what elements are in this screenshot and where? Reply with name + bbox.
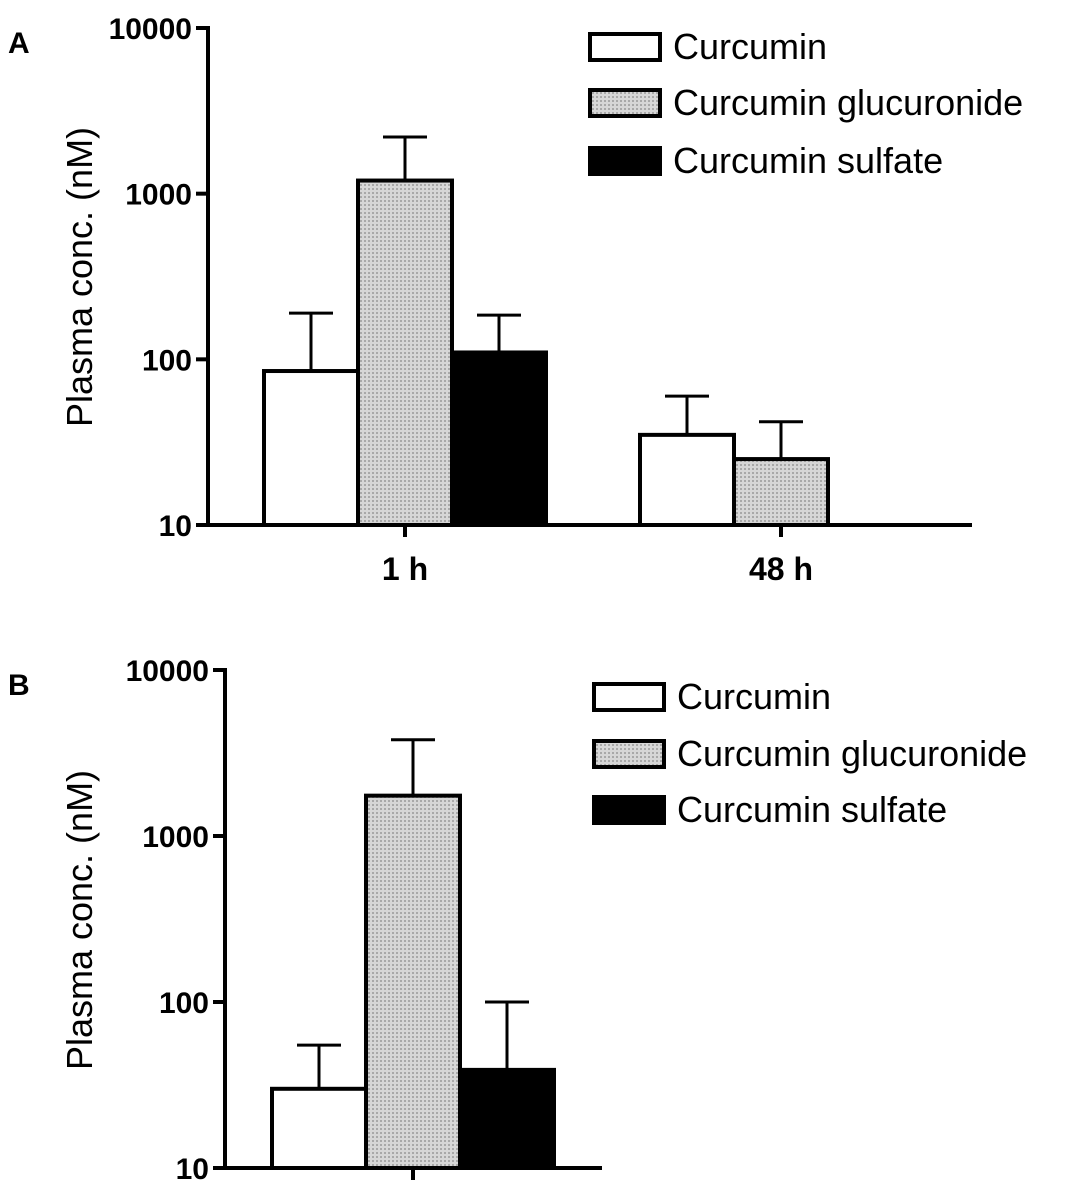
y-tick-label: 10 — [176, 1153, 209, 1186]
bar — [638, 432, 736, 527]
y-tick-label: 100 — [159, 987, 209, 1020]
bar — [262, 369, 360, 528]
legend-label: Curcumin — [677, 676, 831, 717]
bar — [450, 350, 548, 527]
bar — [732, 457, 830, 528]
y-tick-label: 10000 — [126, 655, 209, 688]
panel-b: B Plasma conc. (nM) 10 100 1000 10000 Curcu… — [8, 655, 1027, 1186]
y-tick-label: 100 — [142, 344, 192, 377]
panel-b-letter: B — [8, 669, 30, 702]
panel-b-ylabel: Plasma conc. (nM) — [59, 770, 100, 1070]
legend-swatch — [592, 739, 666, 769]
bar — [356, 178, 454, 527]
panel-a-letter: A — [8, 27, 30, 60]
x-tick-label: 1 h — [382, 551, 428, 587]
y-tick-label: 10000 — [109, 13, 192, 46]
y-tick-label: 1000 — [125, 179, 192, 212]
legend-swatch — [588, 146, 662, 176]
y-tick-label: 10 — [159, 510, 192, 543]
bar — [364, 793, 462, 1171]
panel-a: A Plasma conc. (nM) 10 100 1000 10000 1 h 48 … — [8, 13, 1023, 587]
legend-swatch — [588, 32, 662, 62]
bar — [458, 1067, 556, 1171]
legend-label: Curcumin glucuronide — [677, 733, 1027, 774]
panel-b-plot: 10 100 1000 10000 — [126, 655, 602, 1186]
panel-a-legend: Curcumin Curcumin glucuronide Curcumin sul… — [588, 26, 1023, 181]
legend-swatch — [588, 88, 662, 118]
bar — [270, 1086, 368, 1170]
legend-label: Curcumin glucuronide — [673, 82, 1023, 123]
legend-label: Curcumin sulfate — [677, 789, 947, 830]
legend-swatch — [592, 682, 666, 712]
legend-label: Curcumin — [673, 26, 827, 67]
panel-b-legend: Curcumin Curcumin glucuronide Curcumin sul… — [592, 676, 1027, 830]
legend-label: Curcumin sulfate — [673, 140, 943, 181]
panel-a-ylabel: Plasma conc. (nM) — [59, 127, 100, 427]
panel-a-plot: 10 100 1000 10000 1 h 48 h — [109, 13, 972, 587]
legend-swatch — [592, 795, 666, 825]
y-tick-label: 1000 — [142, 821, 209, 854]
x-tick-label: 48 h — [749, 551, 813, 587]
